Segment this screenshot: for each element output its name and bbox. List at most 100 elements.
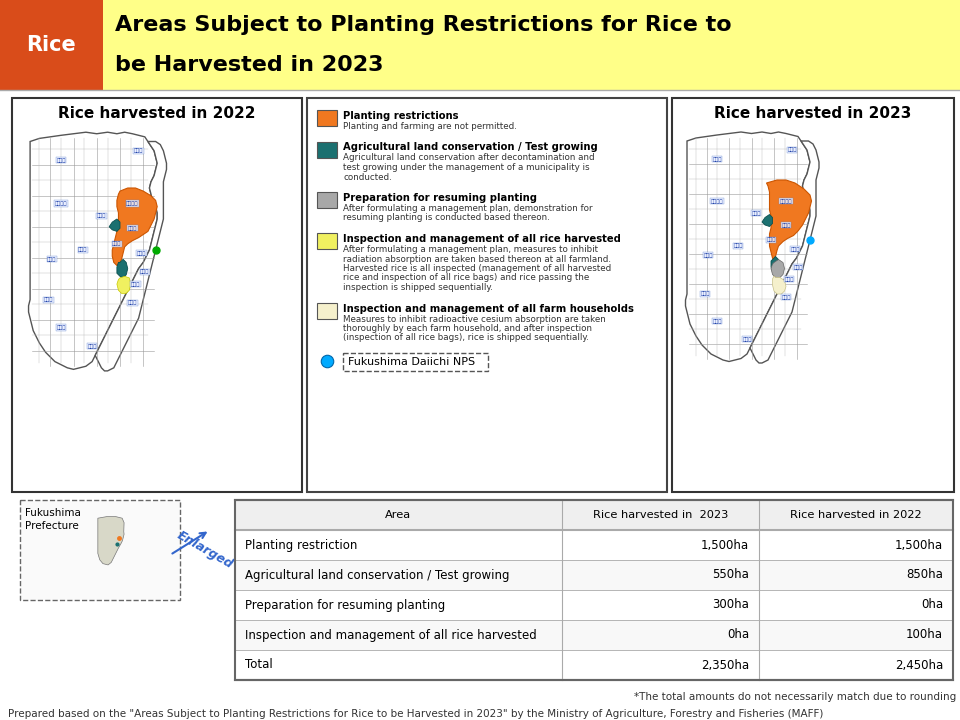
Text: Rice harvested in 2022: Rice harvested in 2022 [59, 107, 255, 122]
Bar [317, 302, 337, 318]
Text: 楢葉町: 楢葉町 [781, 294, 791, 300]
Text: 0ha: 0ha [727, 629, 749, 642]
Text: 550ha: 550ha [712, 569, 749, 582]
Bar [0, 0, 103, 90]
Text: Measures to inhibit radioactive cesium absorption are taken: Measures to inhibit radioactive cesium a… [343, 315, 606, 323]
Bar [12, 98, 302, 492]
Text: resuming planting is conducted based thereon.: resuming planting is conducted based the… [343, 214, 550, 222]
Text: 富岡町: 富岡町 [131, 282, 140, 287]
Text: 双葉町: 双葉町 [137, 251, 146, 256]
Text: 100ha: 100ha [906, 629, 943, 642]
Polygon shape [773, 276, 786, 294]
Text: 広野町: 広野町 [87, 343, 97, 348]
Text: Total: Total [245, 659, 273, 672]
Text: Inspection and management of all rice harvested: Inspection and management of all rice ha… [245, 629, 537, 642]
Polygon shape [95, 142, 166, 371]
Text: 小野町: 小野町 [700, 292, 709, 297]
Text: Agricultural land conservation / Test growing: Agricultural land conservation / Test gr… [245, 569, 510, 582]
Text: inspection is shipped sequentially.: inspection is shipped sequentially. [343, 283, 492, 292]
Text: thoroughly by each farm household, and after inspection: thoroughly by each farm household, and a… [343, 324, 592, 333]
Polygon shape [771, 256, 780, 273]
Text: Inspection and management of all farm households: Inspection and management of all farm ho… [343, 304, 634, 313]
Bar [343, 353, 488, 371]
Polygon shape [750, 141, 819, 363]
Text: 二本松市: 二本松市 [710, 199, 723, 204]
Text: 1,500ha: 1,500ha [895, 539, 943, 552]
Text: Planting restriction: Planting restriction [245, 539, 357, 552]
Text: 楢葉町: 楢葉町 [128, 300, 137, 305]
Text: 南相馬市: 南相馬市 [780, 199, 792, 204]
Polygon shape [112, 188, 157, 266]
Bar [317, 110, 337, 126]
Text: Fukushima Daiichi NPS: Fukushima Daiichi NPS [348, 357, 475, 367]
Text: 伊達市: 伊達市 [57, 158, 66, 163]
Polygon shape [109, 219, 120, 231]
Text: radiation absorption are taken based thereon at all farmland.: radiation absorption are taken based the… [343, 254, 611, 264]
Text: 相馬市: 相馬市 [133, 148, 143, 153]
Text: Inspection and management of all rice harvested: Inspection and management of all rice ha… [343, 234, 621, 244]
Text: 平田村: 平田村 [712, 318, 722, 323]
Text: 田村市: 田村市 [78, 248, 87, 253]
Text: 小野町: 小野町 [44, 297, 54, 302]
Text: Enlarged: Enlarged [175, 528, 236, 571]
Bar [672, 98, 954, 492]
Text: Preparation for resuming planting: Preparation for resuming planting [343, 193, 537, 203]
Bar [235, 500, 953, 530]
Text: 1,500ha: 1,500ha [701, 539, 749, 552]
Text: 郡山市: 郡山市 [47, 257, 57, 262]
Text: Harvested rice is all inspected (management of all harvested: Harvested rice is all inspected (managem… [343, 264, 612, 273]
Text: After formulating a management plan, measures to inhibit: After formulating a management plan, mea… [343, 245, 598, 254]
Text: 葛尾村: 葛尾村 [97, 213, 107, 218]
Text: 2,450ha: 2,450ha [895, 659, 943, 672]
Polygon shape [98, 517, 124, 565]
Bar [235, 530, 953, 560]
Text: 川内村: 川内村 [112, 241, 122, 246]
Text: 郡山市: 郡山市 [704, 253, 712, 258]
Text: Area: Area [385, 510, 412, 520]
Text: 川内村: 川内村 [766, 238, 776, 243]
Text: 平田村: 平田村 [57, 325, 66, 330]
Bar [317, 142, 337, 158]
Text: Rice harvested in  2023: Rice harvested in 2023 [592, 510, 728, 520]
Polygon shape [762, 215, 773, 227]
Text: Rice harvested in 2022: Rice harvested in 2022 [790, 510, 922, 520]
Bar [317, 192, 337, 208]
Text: conducted.: conducted. [343, 173, 392, 181]
Bar [0, 0, 960, 90]
Text: rice and inspection of all rice bags) and rice passing the: rice and inspection of all rice bags) an… [343, 274, 589, 282]
Text: 浪江町: 浪江町 [128, 226, 137, 231]
Text: Rice harvested in 2023: Rice harvested in 2023 [714, 107, 912, 122]
Text: 双葉町: 双葉町 [790, 246, 800, 251]
Text: Areas Subject to Planting Restrictions for Rice to: Areas Subject to Planting Restrictions f… [115, 15, 732, 35]
Text: 相馬市: 相馬市 [787, 148, 797, 153]
Bar [20, 500, 180, 600]
Text: Agricultural land conservation after decontamination and: Agricultural land conservation after dec… [343, 153, 594, 163]
Text: 0ha: 0ha [921, 598, 943, 611]
Text: Agricultural land conservation / Test growing: Agricultural land conservation / Test gr… [343, 143, 598, 153]
Bar [235, 620, 953, 650]
Text: 南相馬市: 南相馬市 [126, 201, 138, 206]
Text: 浪江町: 浪江町 [781, 222, 791, 228]
Polygon shape [766, 180, 811, 261]
Text: test growing under the management of a municipality is: test growing under the management of a m… [343, 163, 589, 172]
Text: 大熊町: 大熊町 [140, 269, 150, 274]
Text: 850ha: 850ha [906, 569, 943, 582]
Text: 二本松市: 二本松市 [55, 201, 67, 206]
Text: After formulating a management plan, demonstration for: After formulating a management plan, dem… [343, 204, 592, 213]
Text: 田村市: 田村市 [733, 243, 743, 248]
Bar [235, 590, 953, 620]
Bar [235, 560, 953, 590]
Text: 300ha: 300ha [712, 598, 749, 611]
Bar [317, 233, 337, 249]
Text: 葛尾村: 葛尾村 [752, 210, 760, 215]
Text: 大熊町: 大熊町 [793, 264, 803, 269]
Polygon shape [29, 132, 157, 369]
Text: 広野町: 広野町 [742, 336, 752, 341]
Text: 富岡町: 富岡町 [784, 276, 794, 282]
Polygon shape [771, 259, 784, 277]
Text: Planting and farming are not permitted.: Planting and farming are not permitted. [343, 122, 516, 131]
Text: 伊達市: 伊達市 [712, 156, 722, 161]
Text: Fukushima
Prefecture: Fukushima Prefecture [25, 508, 81, 531]
Text: Prepared based on the "Areas Subject to Planting Restrictions for Rice to be Har: Prepared based on the "Areas Subject to … [8, 709, 824, 719]
Bar [235, 650, 953, 680]
